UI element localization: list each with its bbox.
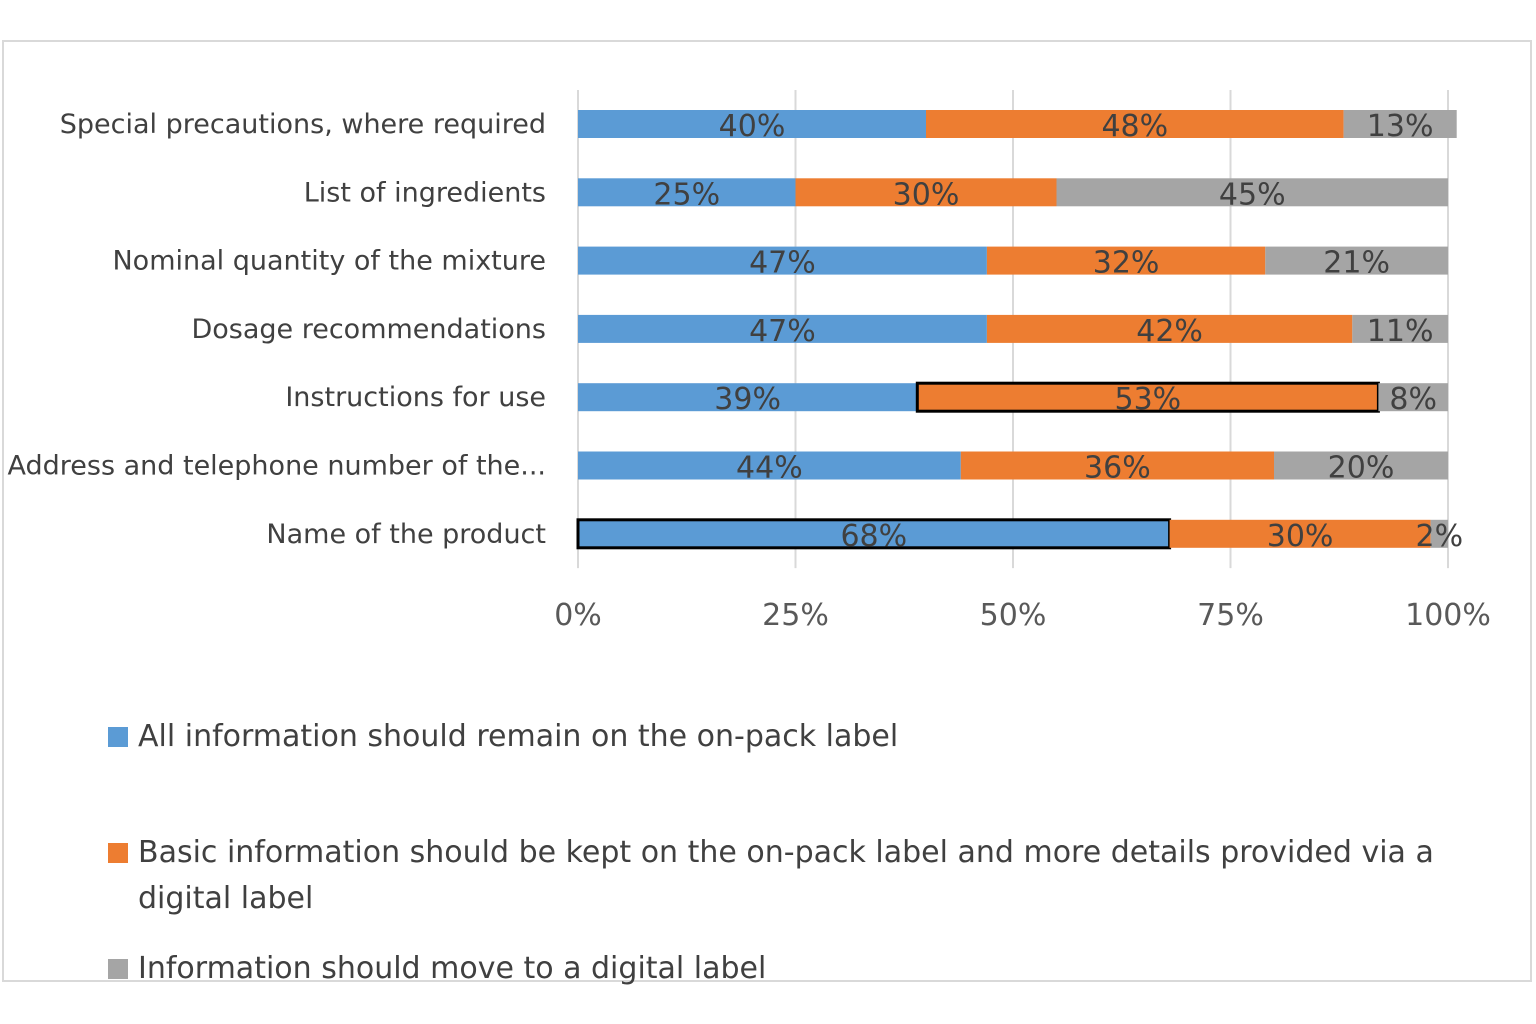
- bar-row: 44% 36% 20%: [578, 451, 1448, 486]
- legend-swatch: [108, 843, 128, 863]
- bar-row: 25% 30% 45%: [578, 177, 1448, 212]
- category-labels: Special precautions, where required List …: [8, 109, 547, 550]
- data-label: 8%: [1389, 382, 1437, 417]
- bar-segment: [578, 178, 796, 207]
- bar-segment: [578, 451, 961, 480]
- legend-item: Information should move to a digital lab…: [108, 946, 1458, 992]
- data-label: 30%: [1267, 519, 1334, 554]
- legend-item: Basic information should be kept on the …: [108, 830, 1458, 922]
- legend-item: All information should remain on the on-…: [108, 714, 1458, 760]
- data-label: 20%: [1328, 451, 1395, 486]
- data-label: 36%: [1084, 451, 1151, 486]
- data-label: 39%: [714, 382, 781, 417]
- bars: 40% 48% 13% 25% 30% 45% 47% 32% 21% 47% 42% 11% 39% 5…: [576, 109, 1464, 554]
- x-tick-label: 50%: [980, 598, 1047, 633]
- bar-segment: [578, 314, 987, 343]
- legend-label: All information should remain on the on-…: [138, 719, 899, 754]
- bar-segment: [1430, 519, 1448, 548]
- bar-segment: [986, 246, 1266, 275]
- data-label: 30%: [893, 177, 960, 212]
- x-tick-label: 25%: [762, 598, 829, 633]
- data-label: 48%: [1101, 109, 1168, 144]
- legend-swatch: [108, 959, 128, 979]
- bar-segment: [578, 246, 987, 275]
- data-label: 13%: [1367, 109, 1434, 144]
- bar-segment: [578, 383, 918, 412]
- data-label: 25%: [653, 177, 720, 212]
- bar-segment: [1169, 519, 1431, 548]
- bar-segment: [1352, 314, 1448, 343]
- data-label: 42%: [1136, 314, 1203, 349]
- bar-segment: [986, 314, 1353, 343]
- bar-row: 39% 53% 8%: [578, 381, 1448, 417]
- data-label: 11%: [1367, 314, 1434, 349]
- data-label: 53%: [1115, 382, 1182, 417]
- bar-segment: [1274, 451, 1448, 480]
- legend-swatch: [108, 727, 128, 747]
- x-tick-label: 100%: [1405, 598, 1491, 633]
- data-label: 32%: [1093, 246, 1160, 281]
- data-label: 21%: [1323, 246, 1390, 281]
- bar-segment: [1056, 178, 1448, 207]
- category-label: Nominal quantity of the mixture: [112, 246, 546, 277]
- data-label: 45%: [1219, 177, 1286, 212]
- bar-segment: [576, 518, 1172, 550]
- category-label: Special precautions, where required: [60, 109, 546, 140]
- data-label: 47%: [749, 246, 816, 281]
- legend-label: Information should move to a digital lab…: [138, 951, 767, 986]
- bar-row: 47% 32% 21%: [578, 246, 1448, 281]
- bar-segment: [1265, 246, 1448, 275]
- category-label: List of ingredients: [304, 177, 546, 208]
- legend-label: Basic information should be kept on the …: [138, 835, 1434, 916]
- bar-segment: [1343, 110, 1457, 138]
- bar-segment: [960, 451, 1274, 480]
- data-label: 40%: [719, 109, 786, 144]
- chart-frame: 40% 48% 13% 25% 30% 45% 47% 32% 21% 47% 42% 11% 39% 5…: [2, 40, 1532, 986]
- x-axis-ticks: 0% 25% 50% 75% 100%: [554, 598, 1491, 633]
- bar-row: 68% 30% 2%: [576, 518, 1464, 554]
- category-label: Dosage recommendations: [191, 314, 546, 345]
- category-label: Instructions for use: [285, 382, 546, 413]
- data-label: 47%: [749, 314, 816, 349]
- x-tick-label: 75%: [1197, 598, 1264, 633]
- stacked-bar-chart: 40% 48% 13% 25% 30% 45% 47% 32% 21% 47% 42% 11% 39% 5…: [8, 90, 1491, 633]
- bar-segment: [795, 178, 1057, 207]
- bar-row: 40% 48% 13%: [578, 109, 1457, 144]
- category-label: Name of the product: [266, 519, 546, 550]
- bar-segment: [926, 110, 1344, 138]
- data-label: 44%: [736, 451, 803, 486]
- data-label: 2%: [1416, 519, 1464, 554]
- bar-row: 47% 42% 11%: [578, 314, 1448, 349]
- category-label: Address and telephone number of the...: [8, 451, 547, 482]
- bar-segment: [578, 110, 926, 138]
- x-tick-label: 0%: [554, 598, 602, 633]
- bar-segment: [1378, 383, 1448, 412]
- data-label: 68%: [840, 519, 907, 554]
